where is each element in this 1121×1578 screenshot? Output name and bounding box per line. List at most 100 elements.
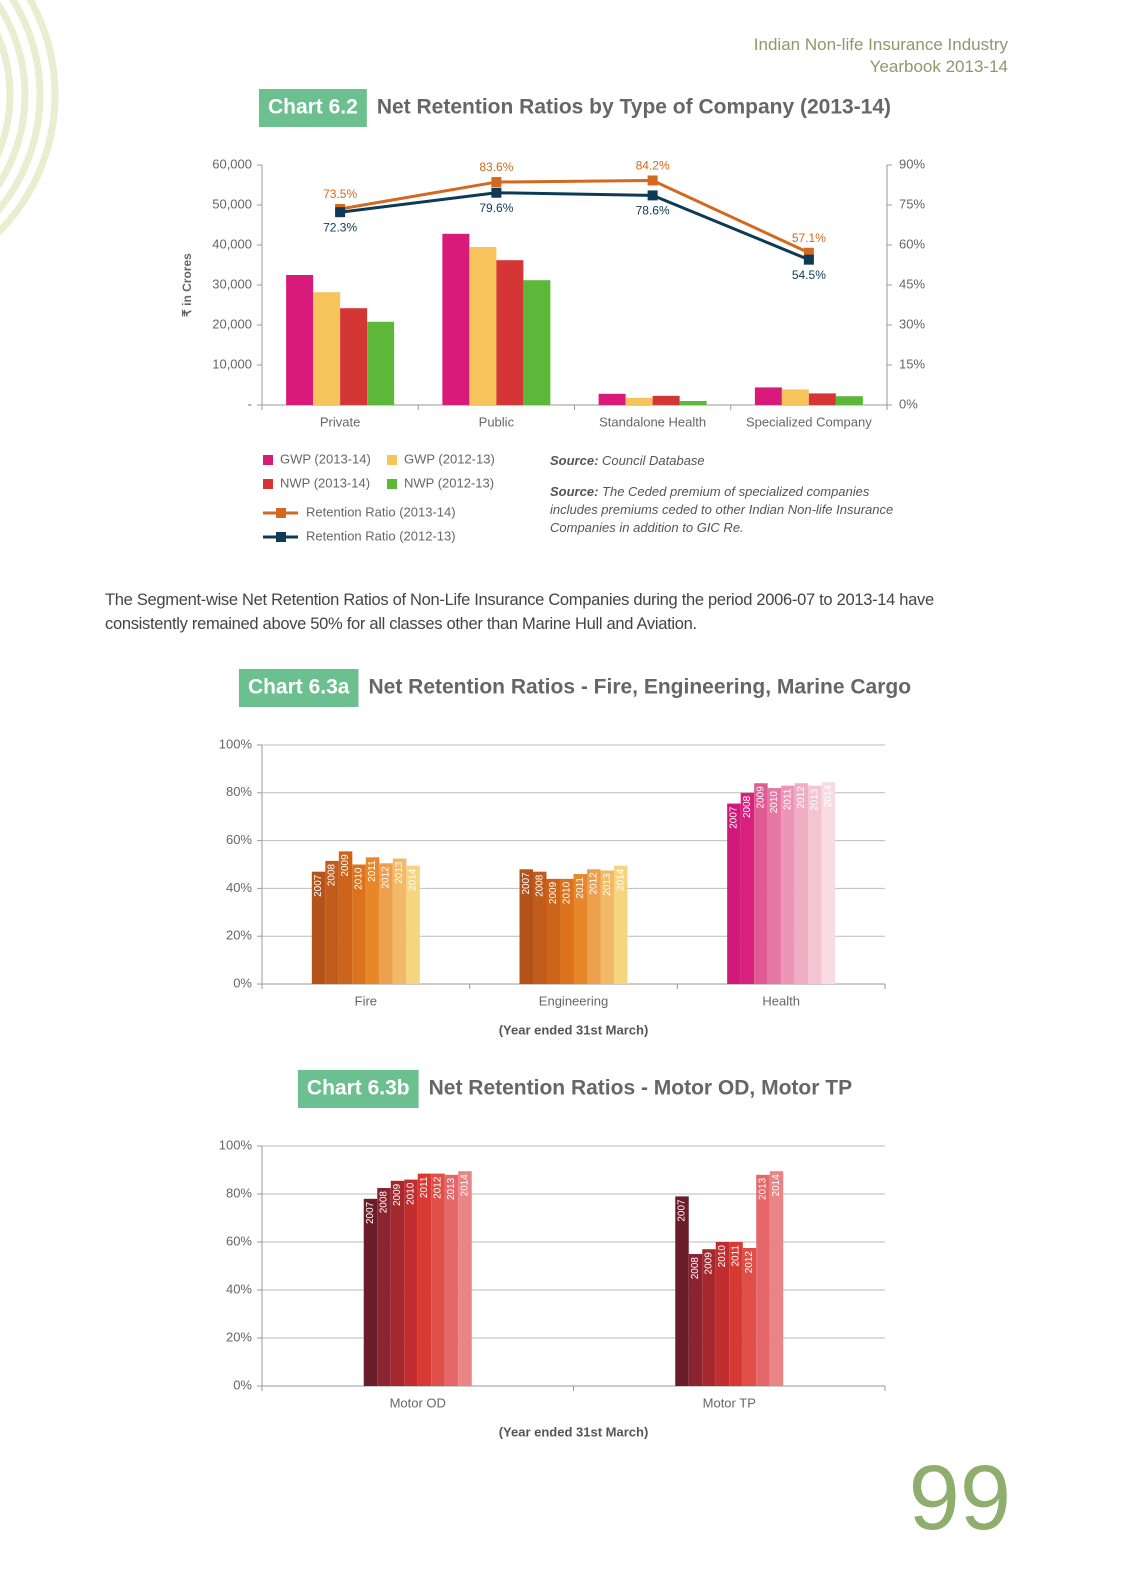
x-tick-label: Standalone Health <box>599 414 706 429</box>
legend-marker <box>276 532 286 542</box>
bar <box>444 1174 459 1386</box>
y-tick-label: 80% <box>226 1185 252 1200</box>
bar-label: 2009 <box>548 881 559 904</box>
bar <box>340 308 368 405</box>
legend-swatch <box>387 479 397 489</box>
y-tick-label: 20% <box>226 928 252 943</box>
x-tick-label: Motor OD <box>390 1395 446 1410</box>
bar <box>688 1254 703 1386</box>
bar <box>808 785 822 984</box>
decoration <box>0 0 59 236</box>
sources: Source: Council Database Source: The Ced… <box>550 452 895 550</box>
bar-label: 2007 <box>521 872 532 895</box>
bar-label: 2008 <box>534 874 545 897</box>
bar <box>406 865 420 984</box>
x-tick-label: Engineering <box>539 993 608 1008</box>
y-tick-label: 40% <box>226 1281 252 1296</box>
bar-label: 2009 <box>704 1252 715 1275</box>
y-tick-label: 40% <box>226 880 252 895</box>
marker <box>491 187 502 198</box>
bar-label: 2012 <box>381 866 392 889</box>
y2-tick-label: 30% <box>899 316 925 331</box>
bar <box>808 393 836 405</box>
marker <box>803 254 814 265</box>
bar-label: 2011 <box>367 860 378 882</box>
bar <box>390 1180 405 1386</box>
legend-label: NWP (2012-13) <box>404 475 494 490</box>
bar <box>729 1242 743 1386</box>
bar-label: 2013 <box>602 873 613 896</box>
bar <box>727 803 741 984</box>
bar-label: 2008 <box>690 1257 701 1280</box>
bar <box>794 783 809 984</box>
bar-label: 2007 <box>677 1199 688 1222</box>
bar <box>431 1173 445 1386</box>
y-tick-label: 20,000 <box>212 316 252 331</box>
bar <box>702 1249 716 1386</box>
y-tick-label: 100% <box>219 1137 253 1152</box>
bar-label: 2014 <box>823 785 834 808</box>
line <box>339 191 810 262</box>
line <box>339 178 810 255</box>
bar <box>338 851 353 984</box>
bar <box>367 321 395 405</box>
legend-label: Retention Ratio (2012-13) <box>306 528 456 543</box>
legend-label: GWP (2013-14) <box>280 451 371 466</box>
bar-label: 2010 <box>561 881 572 904</box>
bar <box>754 387 782 405</box>
bar-label: 2013 <box>446 1177 457 1200</box>
source-label: Source: <box>550 453 599 468</box>
bar <box>587 869 601 984</box>
y2-tick-label: 90% <box>899 156 925 171</box>
source: Source: The Ceded premium of specialized… <box>550 483 895 537</box>
y2-tick-label: 60% <box>899 236 925 251</box>
bar-label: 2014 <box>771 1174 782 1197</box>
bar <box>392 858 407 984</box>
bar-label: 2012 <box>433 1176 444 1199</box>
bar <box>533 871 547 984</box>
bar <box>313 292 341 405</box>
bar <box>781 785 795 984</box>
chart-title: Net Retention Ratios - Motor OD, Motor T… <box>429 1077 852 1100</box>
bar <box>365 857 380 984</box>
y-tick-label: 60% <box>226 832 252 847</box>
y-tick-label: 0% <box>233 1377 252 1392</box>
chart-badge <box>258 89 367 127</box>
bar <box>286 275 314 405</box>
bar <box>742 1248 757 1386</box>
header-line: Indian Non-life Insurance Industry <box>753 35 1008 54</box>
bar-label: 2010 <box>354 867 365 890</box>
chart-badge-text: Chart 6.3b <box>307 1077 410 1100</box>
bar-label: 2009 <box>756 786 767 809</box>
bar <box>679 401 707 405</box>
source: Source: Council Database <box>550 452 895 470</box>
y-tick-label: 20% <box>226 1329 252 1344</box>
bar <box>767 788 782 984</box>
legend-label: Retention Ratio (2013-14) <box>306 504 456 519</box>
bar-label: 2008 <box>327 863 338 886</box>
bar-label: 2010 <box>717 1245 728 1268</box>
marker <box>491 177 502 188</box>
bar-label: 2014 <box>615 868 626 891</box>
y-tick-label: 30,000 <box>212 276 252 291</box>
bar-label: 2007 <box>365 1201 376 1224</box>
y-axis-label: ₹ in Crores <box>180 253 194 317</box>
legend-label: NWP (2013-14) <box>280 475 370 490</box>
chart-title: Net Retention Ratios by Type of Company … <box>377 96 891 119</box>
x-tick-label: Private <box>320 414 360 429</box>
source-label: Source: <box>550 484 599 499</box>
y-tick-label: 40,000 <box>212 236 252 251</box>
bar-label: 2012 <box>744 1251 755 1274</box>
bar <box>715 1242 730 1386</box>
bar-label: 2013 <box>758 1177 769 1200</box>
legend-swatch <box>263 479 273 489</box>
bar-label: 2007 <box>729 806 740 829</box>
bar <box>835 396 863 405</box>
data-label: 78.6% <box>636 204 670 218</box>
y-tick-label: 50,000 <box>212 196 252 211</box>
x-tick-label: Motor TP <box>703 1395 756 1410</box>
bar-label: 2013 <box>810 788 821 811</box>
bar <box>546 878 560 984</box>
header: Indian Non-life Insurance Industry Yearb… <box>754 34 1008 78</box>
bar-label: 2012 <box>796 786 807 809</box>
